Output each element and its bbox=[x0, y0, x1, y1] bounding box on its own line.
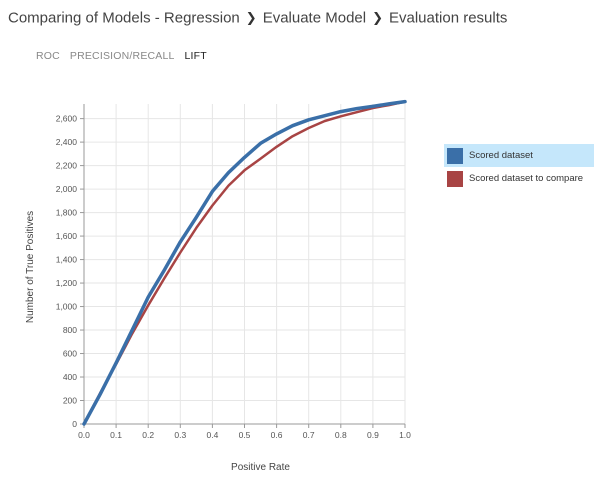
y-tick-label: 800 bbox=[63, 325, 77, 335]
y-tick-label: 2,200 bbox=[56, 161, 78, 171]
y-tick-label: 0 bbox=[72, 419, 77, 429]
x-tick-label: 0.2 bbox=[142, 430, 154, 440]
y-tick-label: 200 bbox=[63, 396, 77, 406]
y-tick-label: 1,200 bbox=[56, 278, 78, 288]
y-axis-label: Number of True Positives bbox=[25, 211, 36, 323]
breadcrumb-item-current: Evaluation results bbox=[389, 9, 508, 27]
y-tick-label: 2,600 bbox=[56, 114, 78, 124]
breadcrumb-item-experiment[interactable]: Comparing of Models - Regression bbox=[8, 9, 240, 27]
x-tick-label: 0.9 bbox=[367, 430, 379, 440]
chart-type-tabs: ROC PRECISION/RECALL LIFT bbox=[36, 50, 214, 62]
legend-label-scored-dataset-to-compare: Scored dataset to compare bbox=[469, 173, 584, 184]
y-tick-label: 1,800 bbox=[56, 208, 78, 218]
series-line-scored-dataset-to-compare bbox=[82, 100, 407, 426]
chevron-right-icon: ❯ bbox=[245, 10, 257, 26]
x-tick-label: 0.4 bbox=[206, 430, 218, 440]
y-tick-label: 400 bbox=[63, 372, 77, 382]
y-tick-label: 2,000 bbox=[56, 184, 78, 194]
breadcrumb: Comparing of Models - Regression ❯ Evaluat… bbox=[8, 9, 507, 27]
legend-label-scored-dataset: Scored dataset bbox=[469, 150, 533, 161]
x-tick-label: 0.0 bbox=[78, 430, 90, 440]
tab-lift[interactable]: LIFT bbox=[184, 50, 207, 62]
y-tick-label: 1,000 bbox=[56, 302, 78, 312]
x-tick-label: 0.7 bbox=[303, 430, 315, 440]
legend-item-scored-dataset-to-compare[interactable]: Scored dataset to compare bbox=[444, 167, 594, 190]
chevron-right-icon: ❯ bbox=[372, 10, 383, 26]
x-tick-label: 0.6 bbox=[271, 430, 283, 440]
legend-swatch-scored-dataset-to-compare bbox=[447, 170, 463, 187]
x-tick-label: 0.3 bbox=[174, 430, 186, 440]
legend-item-scored-dataset[interactable]: Scored dataset bbox=[444, 144, 594, 167]
tab-roc[interactable]: ROC bbox=[36, 50, 60, 62]
y-tick-label: 1,400 bbox=[56, 255, 78, 265]
y-tick-label: 600 bbox=[63, 349, 77, 359]
legend-swatch-scored-dataset bbox=[447, 147, 463, 164]
y-tick-label: 2,400 bbox=[56, 137, 78, 147]
y-tick-label: 1,600 bbox=[56, 231, 78, 241]
x-axis-label: Positive Rate bbox=[231, 462, 290, 473]
x-tick-label: 0.8 bbox=[335, 430, 347, 440]
tab-precision-recall[interactable]: PRECISION/RECALL bbox=[69, 50, 175, 62]
breadcrumb-item-module[interactable]: Evaluate Model bbox=[262, 9, 367, 27]
series-line-scored-dataset bbox=[82, 99, 407, 426]
x-tick-label: 0.1 bbox=[110, 430, 122, 440]
x-tick-label: 1.0 bbox=[399, 430, 411, 440]
x-tick-label: 0.5 bbox=[239, 430, 251, 440]
chart-legend: Scored dataset Scored dataset to compare bbox=[444, 144, 594, 190]
